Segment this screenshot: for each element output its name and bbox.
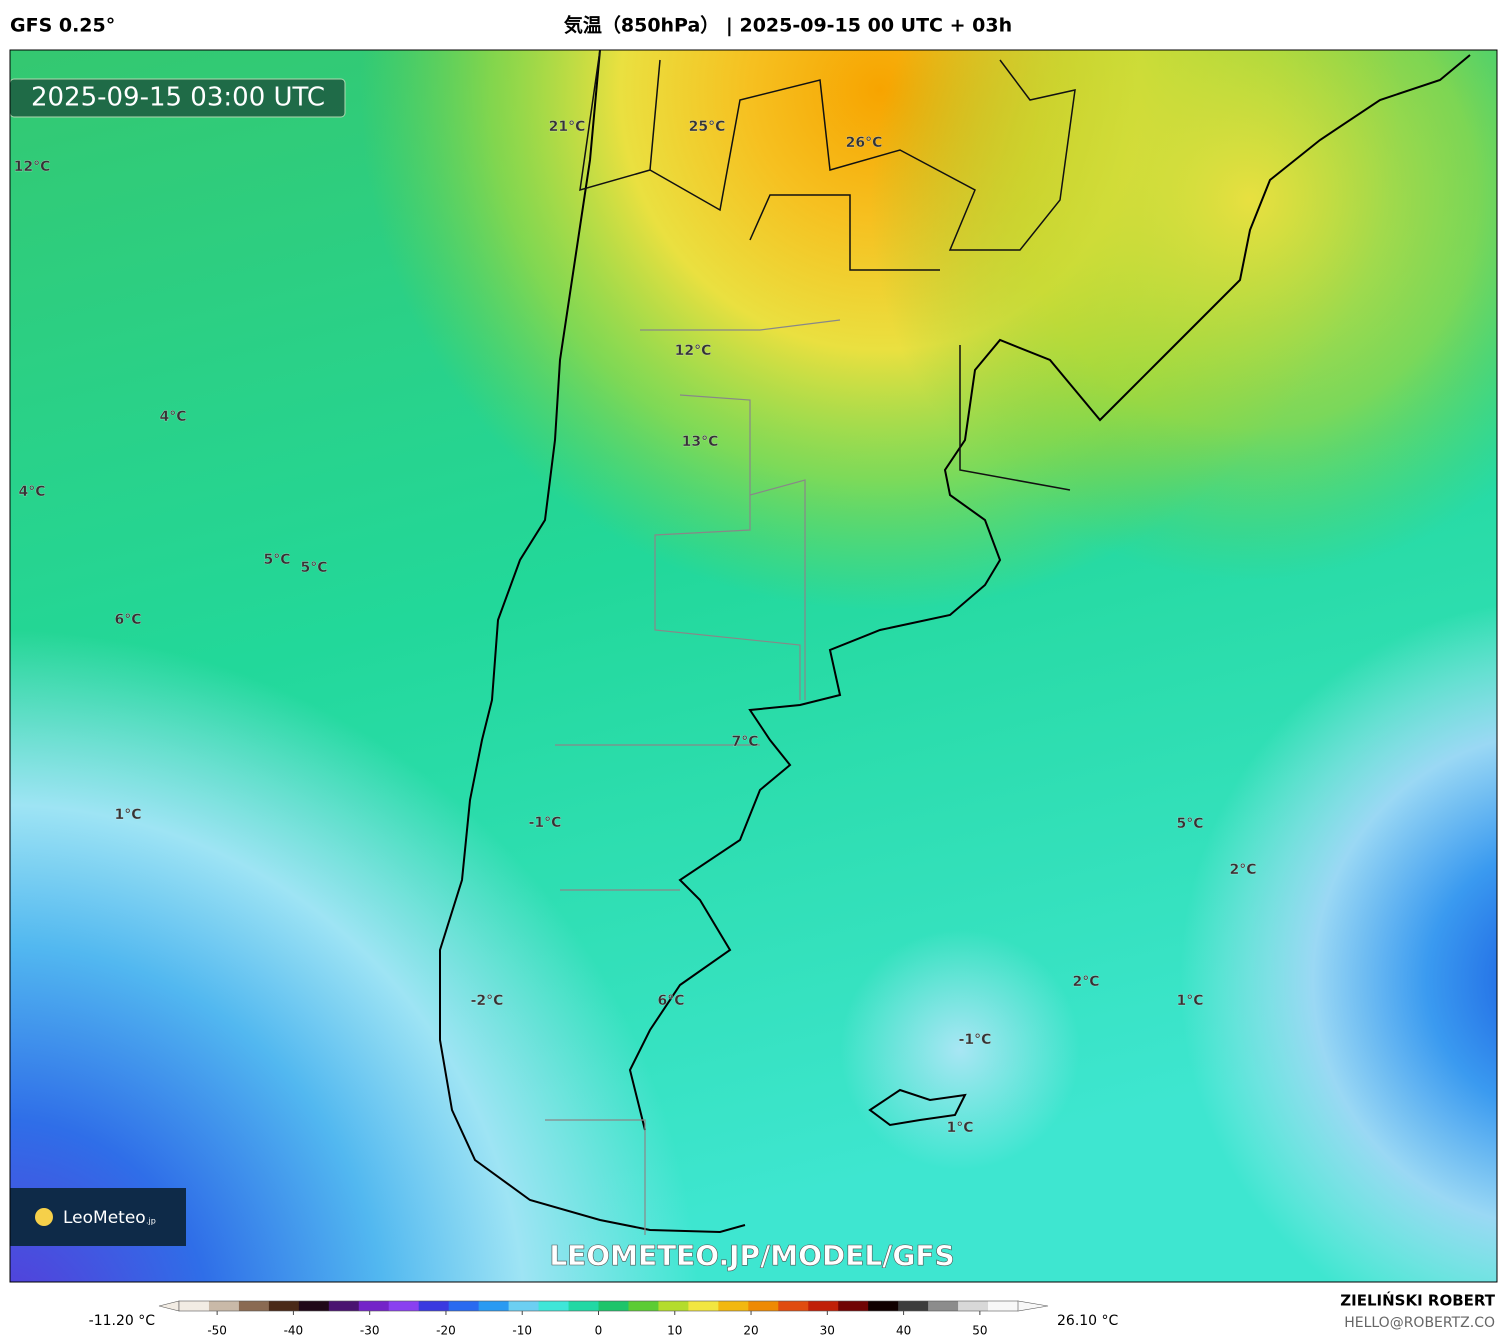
- watermark: LEOMETEO.JP/MODEL/GFS: [549, 1239, 954, 1272]
- colorbar-arrow-right: [1017, 1300, 1049, 1312]
- east-coastline: [628, 54, 1471, 1131]
- borders: [579, 49, 1076, 491]
- email: HELLO@ROBERTZ.CO: [1344, 1315, 1495, 1331]
- map-frame: [9, 49, 1498, 1283]
- colorbar-tick-label: -10: [512, 1324, 532, 1338]
- title: 気温（850hPa） | 2025-09-15 00 UTC + 03h: [564, 14, 1012, 37]
- colorbar-arrow-left: [158, 1300, 180, 1312]
- colorbar-segment: [958, 1301, 989, 1311]
- temperature-label: 5°C: [300, 560, 327, 576]
- colorbar-segment: [718, 1301, 749, 1311]
- colorbar-segment: [808, 1301, 839, 1311]
- colorbar-segment: [688, 1301, 719, 1311]
- temperature-label: 4°C: [159, 409, 186, 425]
- temperature-label: -1°C: [959, 1032, 992, 1048]
- temperature-label: 12°C: [675, 343, 712, 359]
- temperature-label: 25°C: [689, 119, 726, 135]
- colorbar-segment: [208, 1301, 240, 1311]
- temperature-label: 2°C: [1072, 974, 1099, 990]
- colorbar-tick-label: 20: [743, 1324, 758, 1338]
- colorbar-segment: [268, 1301, 300, 1311]
- west-coastline: [439, 49, 746, 1234]
- colorbar-segment: [598, 1301, 629, 1311]
- colorbar-segment: [568, 1301, 599, 1311]
- colorbar-segment: [628, 1301, 659, 1311]
- colorbar-segment: [868, 1301, 899, 1311]
- temperature-label: 4°C: [18, 484, 45, 500]
- colorbar-segment: [388, 1301, 420, 1311]
- colorbar-segment: [328, 1301, 360, 1311]
- temperature-label: 12°C: [14, 159, 51, 175]
- temperature-label: 1°C: [946, 1120, 973, 1136]
- colorbar-tick-label: 0: [595, 1324, 603, 1338]
- colorbar-tick-label: 10: [667, 1324, 682, 1338]
- temperature-label: 13°C: [682, 434, 719, 450]
- temperature-label: 26°C: [846, 135, 883, 151]
- colorbar-tick-label: -40: [284, 1324, 304, 1338]
- valid-time: 2025-09-15 03:00 UTC: [31, 83, 325, 113]
- colorbar-tick-label: 40: [896, 1324, 911, 1338]
- colorbar-segment: [238, 1301, 270, 1311]
- colorbar-max: 26.10 °C: [1057, 1313, 1119, 1329]
- colorbar-segment: [179, 1301, 210, 1311]
- temperature-label: 6°C: [657, 993, 684, 1009]
- temperature-label: 6°C: [114, 612, 141, 628]
- temperature-label: 1°C: [114, 807, 141, 823]
- colorbar-segment: [448, 1301, 480, 1311]
- colorbar-segment: [898, 1301, 929, 1311]
- colorbar-segment: [358, 1301, 390, 1311]
- colorbar-segment: [748, 1301, 779, 1311]
- logo-sun: [35, 1208, 53, 1226]
- colorbar-min: -11.20 °C: [89, 1313, 156, 1329]
- temperature-label: -2°C: [471, 993, 504, 1009]
- colorbar-tick-label: -50: [207, 1324, 227, 1338]
- author: ZIELIŃSKI ROBERT: [1340, 1291, 1495, 1310]
- model-name: GFS 0.25°: [10, 15, 115, 37]
- colorbar-segment: [658, 1301, 689, 1311]
- province-borders: [545, 319, 841, 1235]
- colorbar-segment: [838, 1301, 869, 1311]
- colorbar-segment: [508, 1301, 540, 1311]
- colorbar-segment: [928, 1301, 959, 1311]
- cold-field: [10, 50, 1497, 1282]
- temperature-label: 5°C: [1176, 816, 1203, 832]
- temperature-label: -1°C: [529, 815, 562, 831]
- temperature-label: 1°C: [1176, 993, 1203, 1009]
- colorbar-segment: [298, 1301, 330, 1311]
- temperature-label: 5°C: [263, 552, 290, 568]
- temperature-label: 21°C: [549, 119, 586, 135]
- colorbar-segment: [478, 1301, 510, 1311]
- logo-suffix: .jp: [146, 1217, 156, 1226]
- colorbar-segment: [538, 1301, 570, 1311]
- colorbar-tick-label: 30: [820, 1324, 835, 1338]
- colorbar-segment: [778, 1301, 809, 1311]
- colorbar-segment: [418, 1301, 450, 1311]
- map: 2025-09-15 03:00 UTC LeoMeteo .jp LEOMET…: [9, 49, 1498, 1283]
- falkland-islands: [868, 1088, 967, 1127]
- colorbar-tick-label: 50: [972, 1324, 987, 1338]
- temperature-label: 7°C: [731, 734, 758, 750]
- colorbar-tick-label: -30: [360, 1324, 380, 1338]
- colorbar-tick-label: -20: [436, 1324, 456, 1338]
- colorbar-segment: [988, 1301, 1019, 1311]
- logo-name: LeoMeteo: [63, 1208, 146, 1228]
- temperature-label: 2°C: [1229, 862, 1256, 878]
